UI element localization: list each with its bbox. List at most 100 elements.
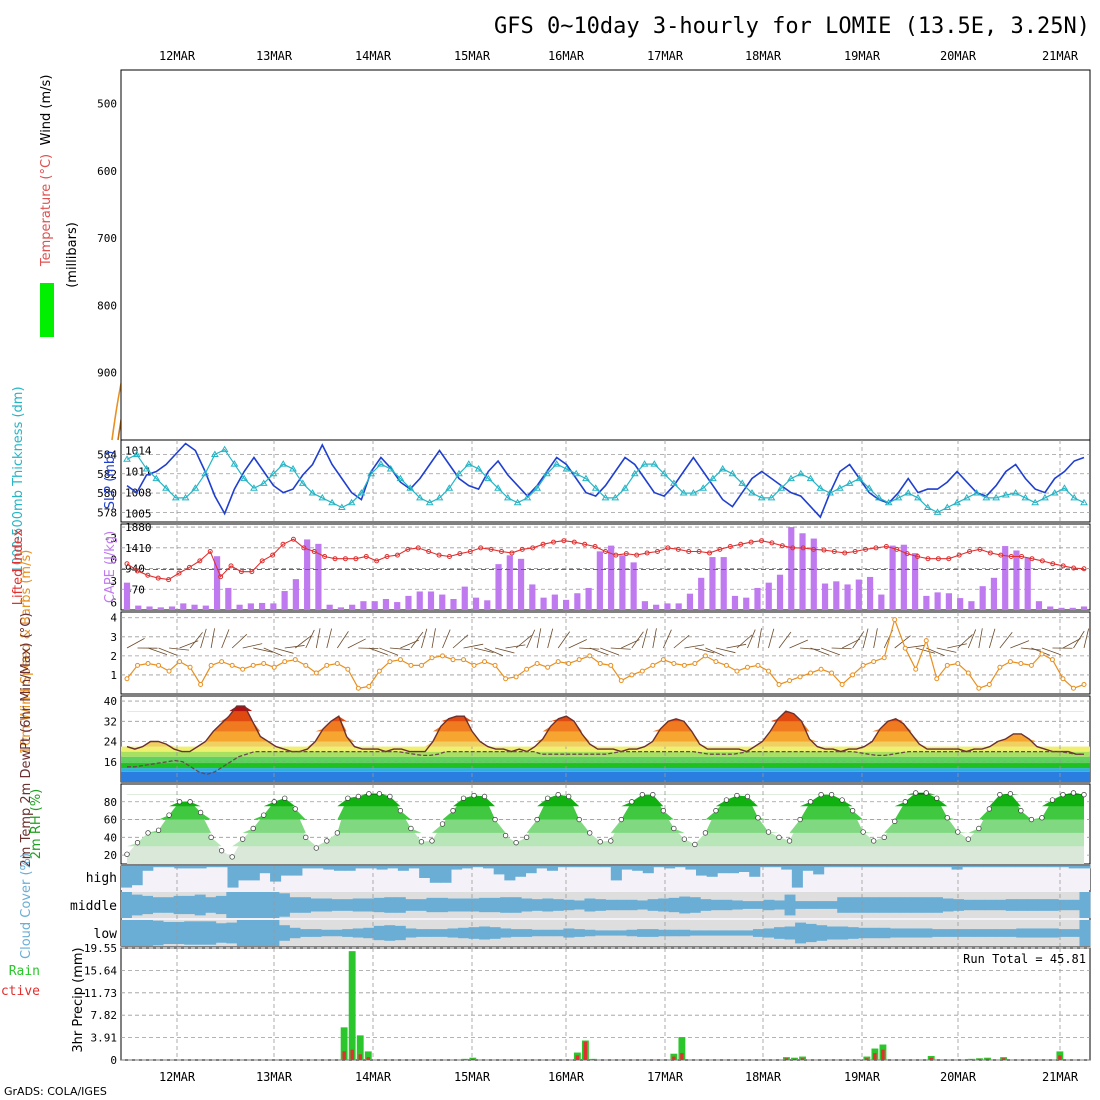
thickness-point	[806, 474, 815, 482]
wind-speed-point	[934, 676, 940, 682]
rh-point	[1018, 808, 1024, 814]
cloud-bar	[1005, 899, 1017, 911]
rh-point	[892, 818, 898, 824]
precip-convective-bar	[463, 1059, 467, 1060]
rh-point	[1039, 815, 1045, 821]
wind-speed-point	[524, 666, 530, 672]
date-label-top: 14MAR	[355, 49, 392, 63]
temperature-axis-label: Temperature (°C)	[39, 154, 54, 267]
date-label-bottom: 13MAR	[256, 1070, 293, 1084]
cape-bar	[878, 594, 885, 610]
precip-convective-bar	[591, 1059, 596, 1060]
surface-wind-barb	[431, 628, 436, 649]
cloud-bar	[816, 901, 828, 909]
cloud-bar	[333, 866, 346, 871]
li-point	[426, 549, 432, 554]
cloud-bar	[291, 866, 303, 876]
cloud-bar	[605, 899, 617, 911]
cloud-bar	[270, 866, 282, 882]
rh-point	[755, 815, 761, 821]
precip-tick: 3.91	[91, 1032, 118, 1045]
surface-wind-barb	[231, 634, 248, 649]
cape-bar	[934, 592, 941, 610]
thickness-point	[1031, 498, 1040, 506]
cloud-bar	[289, 927, 301, 939]
slp-axis-label: SLP (mb)	[103, 451, 118, 510]
cape-bar	[191, 604, 198, 610]
wind-speed-point	[566, 660, 572, 666]
chart-title: GFS 0~10day 3-hourly for LOMIE (13.5E, 3…	[494, 14, 1090, 39]
surface-wind-barb	[484, 647, 504, 657]
li-point	[707, 550, 713, 556]
cloud-bar	[289, 897, 301, 913]
cloud-bar	[795, 901, 807, 909]
wind-speed-point	[492, 662, 498, 668]
surface-wind-barb	[589, 647, 609, 656]
rh-point	[618, 816, 624, 823]
temp-tick: 24	[104, 736, 118, 749]
cloud-bar	[573, 929, 585, 937]
wind-speed-point	[250, 662, 256, 668]
temp-tick: 32	[104, 715, 117, 728]
cloud-bar	[468, 927, 480, 939]
cloud-bar	[321, 898, 333, 912]
cloud-bar	[163, 921, 175, 945]
cloud-bar	[131, 866, 143, 886]
rh-point	[250, 825, 256, 832]
wind-speed-point	[271, 664, 277, 670]
rh-point	[597, 839, 603, 845]
surface-wind-barb	[641, 628, 648, 649]
cloud-bar	[489, 927, 501, 939]
cloud-bar	[542, 929, 554, 937]
cloud-bar	[259, 866, 271, 874]
cloud-bar	[845, 866, 857, 868]
rh-point	[986, 806, 993, 812]
wind-speed-point	[734, 668, 740, 674]
cape-bar	[472, 597, 480, 610]
thickness-point	[621, 484, 629, 491]
rh-point	[429, 838, 435, 844]
thickness-point	[875, 493, 883, 501]
cape-bar	[360, 601, 367, 610]
li-point	[738, 541, 744, 547]
rh-point	[860, 829, 866, 835]
surface-wind-barb	[820, 647, 841, 656]
wind-tick: 4	[110, 612, 117, 625]
thickness-point	[1050, 489, 1059, 496]
rh-point	[303, 834, 309, 840]
thickness-point	[601, 493, 610, 501]
cape-bar	[180, 603, 187, 610]
cloud-bar	[483, 866, 495, 869]
date-label-top: 13MAR	[256, 49, 293, 63]
li-point	[342, 556, 348, 562]
thickness-point	[132, 450, 141, 457]
cloud-bar	[429, 866, 441, 883]
thickness-point	[503, 493, 512, 501]
cloud-bar	[468, 898, 480, 912]
thickness-point	[650, 460, 659, 467]
cloud-bar	[394, 925, 406, 941]
rh-point	[313, 845, 319, 851]
precip-total-bar	[340, 1027, 348, 1060]
cloud-bar	[405, 928, 417, 938]
cloud-bar	[173, 895, 185, 915]
cloud-bar	[321, 929, 333, 937]
surface-wind-barb	[715, 647, 736, 654]
date-label-top: 19MAR	[844, 49, 881, 63]
surface-wind-barb	[147, 647, 168, 656]
cloud-bar	[610, 866, 622, 881]
surface-wind-barb	[221, 629, 230, 649]
rh-point	[681, 836, 688, 842]
li-point	[290, 536, 296, 542]
wind-speed-point	[229, 662, 235, 668]
wind-speed-point	[892, 617, 898, 623]
cloud-bar	[363, 898, 375, 912]
li-point	[696, 549, 702, 554]
wind-speed-point	[313, 670, 319, 676]
thickness-point	[230, 460, 239, 467]
thickness-point	[923, 503, 932, 511]
cloud-bar	[784, 926, 796, 940]
thickness-tick: 578	[97, 506, 117, 519]
li-point	[987, 550, 993, 556]
cloud-bar	[589, 866, 601, 868]
